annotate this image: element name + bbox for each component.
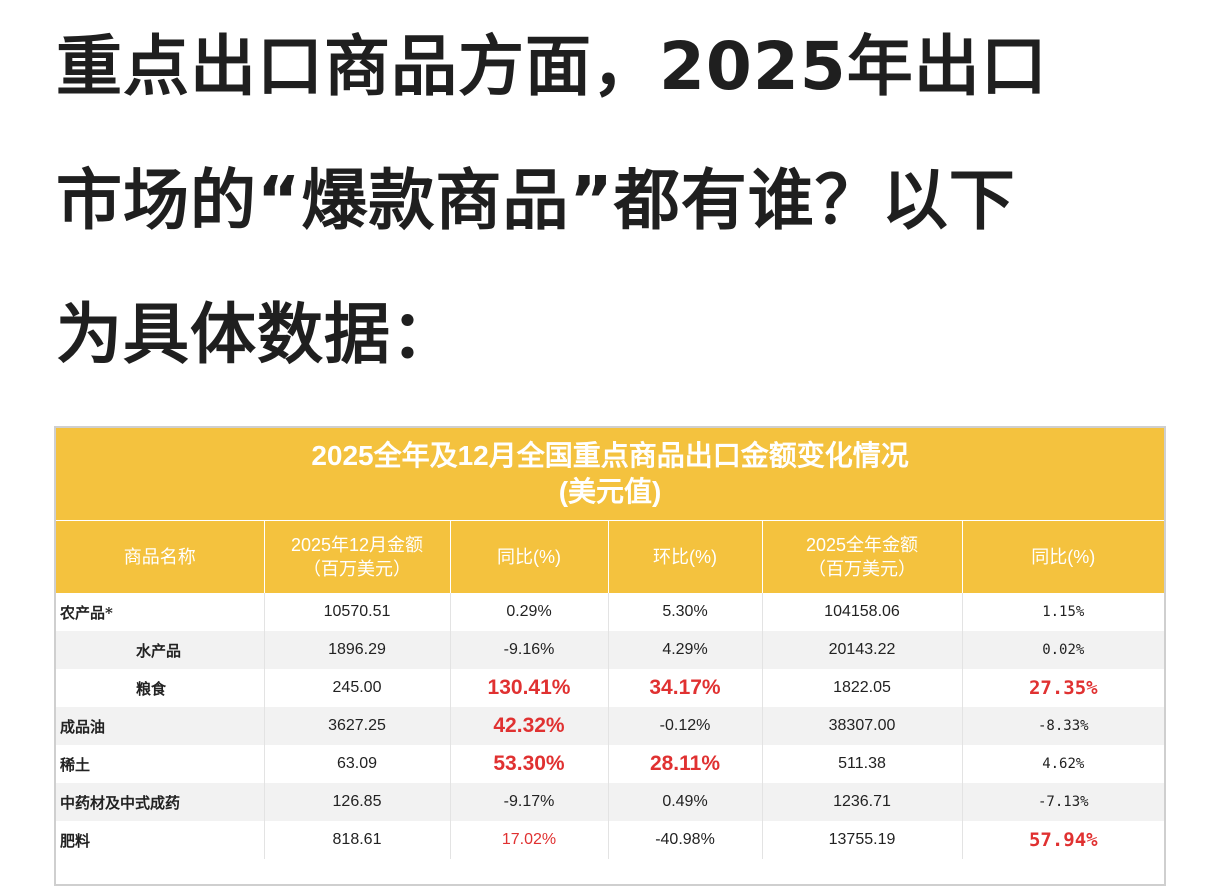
row-name: 中药材及中式成药 bbox=[56, 783, 264, 821]
cell-dec-amount: 1896.29 bbox=[263, 631, 450, 669]
cell-dec-amount: 245.00 bbox=[263, 669, 450, 707]
table-row: 水产品 1896.29 -9.16% 4.29% 20143.22 0.02% bbox=[56, 631, 1164, 669]
cell-dec-yoy: 17.02% bbox=[449, 821, 608, 859]
table-row: 中药材及中式成药 126.85 -9.17% 0.49% 1236.71 -7.… bbox=[56, 783, 1164, 821]
cell-dec-yoy: 42.32% bbox=[449, 707, 608, 745]
table-row: 肥料 818.61 17.02% -40.98% 13755.19 57.94% bbox=[56, 821, 1164, 859]
cell-dec-mom: -40.98% bbox=[607, 821, 762, 859]
cell-dec-amount: 10570.51 bbox=[263, 593, 450, 631]
export-table-image: 2025全年及12月全国重点商品出口金额变化情况 (美元值) 商品名称 2025… bbox=[54, 426, 1166, 886]
row-name: 成品油 bbox=[56, 707, 264, 745]
row-name: 水产品 bbox=[56, 631, 264, 669]
cell-year-yoy: 0.02% bbox=[961, 631, 1164, 669]
cell-dec-mom: 0.49% bbox=[607, 783, 762, 821]
cell-year-yoy: 4.62% bbox=[961, 745, 1164, 783]
cell-dec-amount: 818.61 bbox=[263, 821, 450, 859]
cell-year-amount: 20143.22 bbox=[761, 631, 962, 669]
header-dec-yoy: 同比(%) bbox=[449, 520, 608, 593]
table-header-row: 商品名称 2025年12月金额 （百万美元） 同比(%) 环比(%) 2025全年… bbox=[56, 520, 1164, 593]
cell-year-amount: 38307.00 bbox=[761, 707, 962, 745]
cell-year-amount: 1822.05 bbox=[761, 669, 962, 707]
table-row: 农产品* 10570.51 0.29% 5.30% 104158.06 1.15… bbox=[56, 593, 1164, 631]
cell-dec-yoy: -9.17% bbox=[449, 783, 608, 821]
row-name: 农产品* bbox=[60, 603, 113, 622]
export-table: 2025全年及12月全国重点商品出口金额变化情况 (美元值) 商品名称 2025… bbox=[56, 428, 1164, 859]
cell-dec-mom: 5.30% bbox=[607, 593, 762, 631]
cell-year-yoy: 27.35% bbox=[961, 669, 1164, 707]
headline-line-2: 市场的“爆款商品”都有谁？以下 bbox=[56, 162, 1016, 239]
header-dec-amount: 2025年12月金额 （百万美元） bbox=[263, 520, 450, 593]
cell-year-yoy: -8.33% bbox=[961, 707, 1164, 745]
header-year-yoy: 同比(%) bbox=[961, 520, 1164, 593]
cell-year-amount: 511.38 bbox=[761, 745, 962, 783]
cell-dec-yoy: 53.30% bbox=[449, 745, 608, 783]
cell-dec-mom: 4.29% bbox=[607, 631, 762, 669]
table-title-line-2: (美元值) bbox=[558, 476, 662, 507]
cell-dec-mom: 34.17% bbox=[607, 669, 762, 707]
table-row: 稀土 63.09 53.30% 28.11% 511.38 4.62% bbox=[56, 745, 1164, 783]
header-product-name: 商品名称 bbox=[56, 520, 264, 593]
row-name: 稀土 bbox=[60, 755, 91, 774]
table-title: 2025全年及12月全国重点商品出口金额变化情况 (美元值) bbox=[56, 428, 1164, 521]
cell-dec-amount: 126.85 bbox=[263, 783, 450, 821]
cell-year-yoy: -7.13% bbox=[961, 783, 1164, 821]
table-title-line-1: 2025全年及12月全国重点商品出口金额变化情况 bbox=[311, 440, 909, 471]
cell-dec-amount: 63.09 bbox=[263, 745, 450, 783]
headline-line-1: 重点出口商品方面，2025年出口 bbox=[56, 28, 1048, 105]
cell-dec-mom: 28.11% bbox=[607, 745, 762, 783]
header-year-amount: 2025全年金额 （百万美元） bbox=[761, 520, 962, 593]
cell-year-amount: 13755.19 bbox=[761, 821, 962, 859]
cell-year-amount: 1236.71 bbox=[761, 783, 962, 821]
cell-dec-yoy: 130.41% bbox=[449, 669, 608, 707]
cell-dec-yoy: 0.29% bbox=[449, 593, 608, 631]
cell-dec-amount: 3627.25 bbox=[263, 707, 450, 745]
headline-line-3: 为具体数据： bbox=[56, 296, 458, 373]
cell-dec-mom: -0.12% bbox=[607, 707, 762, 745]
header-dec-mom: 环比(%) bbox=[607, 520, 762, 593]
table-row: 粮食 245.00 130.41% 34.17% 1822.05 27.35% bbox=[56, 669, 1164, 707]
article-headline: 重点出口商品方面，2025年出口 市场的“爆款商品”都有谁？以下 为具体数据： bbox=[56, 0, 1186, 402]
cell-year-yoy: 1.15% bbox=[961, 593, 1164, 631]
row-name: 肥料 bbox=[60, 831, 91, 850]
table-row: 成品油 3627.25 42.32% -0.12% 38307.00 -8.33… bbox=[56, 707, 1164, 745]
cell-dec-yoy: -9.16% bbox=[449, 631, 608, 669]
row-name: 粮食 bbox=[136, 679, 167, 698]
cell-year-amount: 104158.06 bbox=[761, 593, 962, 631]
cell-year-yoy: 57.94% bbox=[961, 821, 1164, 859]
